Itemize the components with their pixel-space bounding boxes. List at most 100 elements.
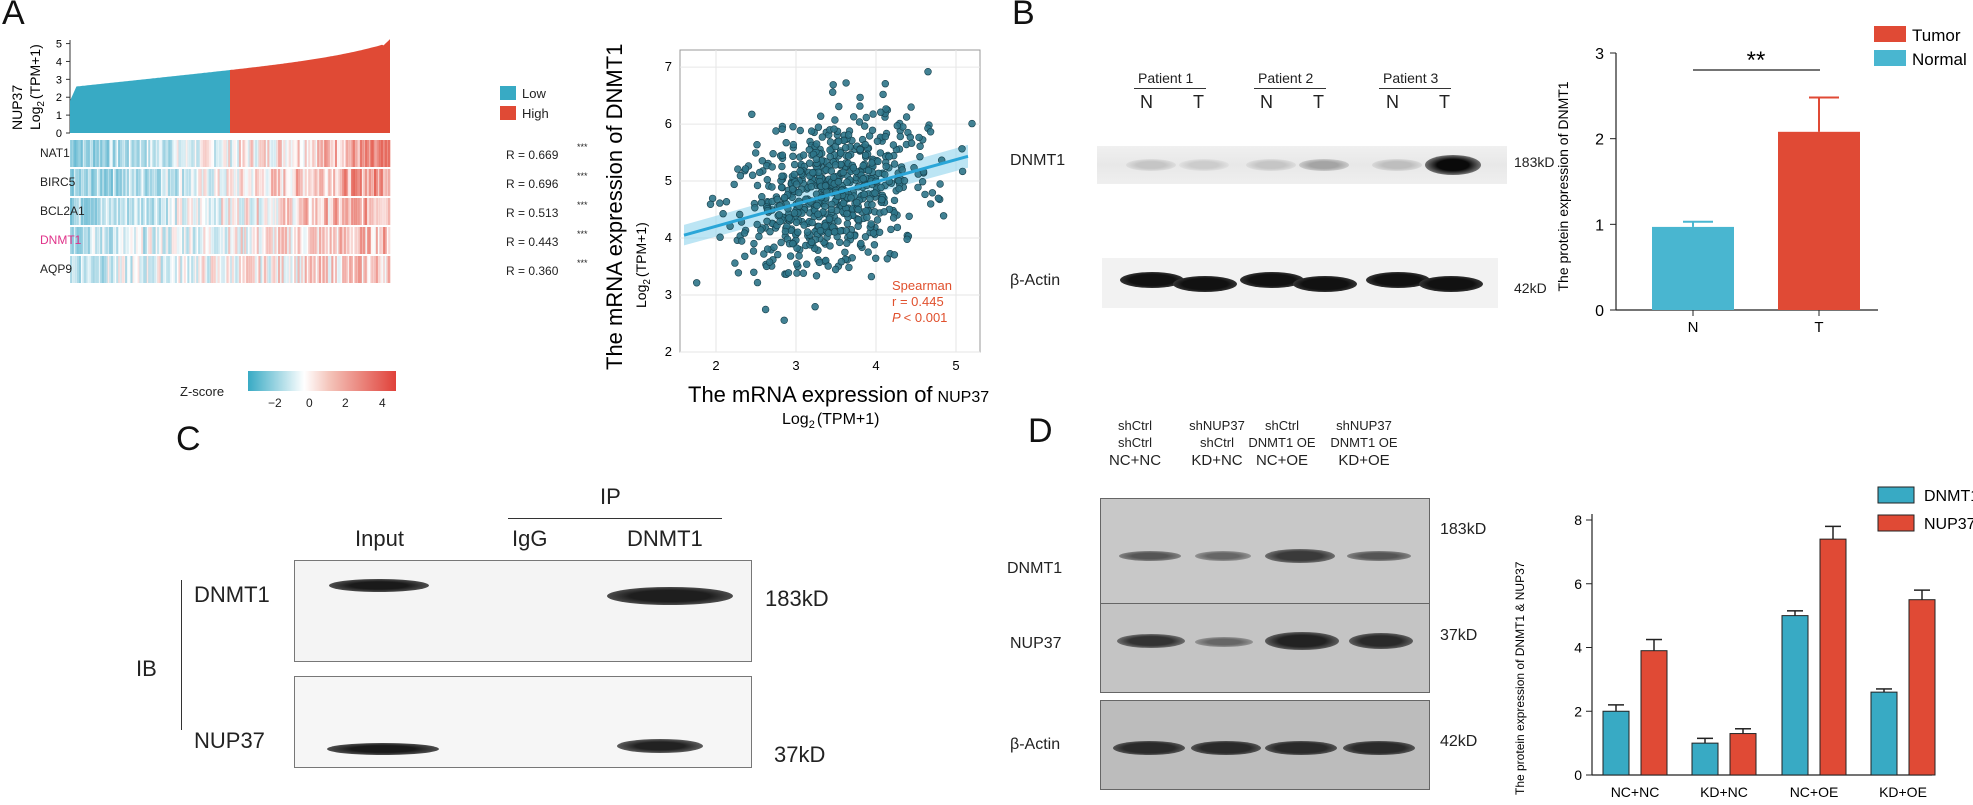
heatmap-cell [158,256,161,283]
heatmap-cell [162,227,165,254]
heatmap-cell [186,256,188,283]
blot-d-nup37 [1100,603,1430,693]
heatmap-cell [121,140,124,167]
heatmap-cell [185,198,188,225]
scatter-point [875,228,884,237]
scatter-point [827,205,836,214]
chart-d-legend-swatch [1877,514,1915,532]
chart-b-ytick-label: 1 [1595,217,1604,234]
panel-d-group-line: shCtrl [1200,435,1234,450]
heatmap-cell [308,169,311,196]
heatmap-cell [379,256,382,283]
heatmap-cell [109,169,112,196]
scatter-point [761,305,770,314]
scatter-point [776,217,784,226]
heatmap-cell [343,140,346,167]
heatmap-cell [201,140,204,167]
chart-d-ytick-label: 8 [1574,512,1582,528]
gene-significance: *** [577,200,588,210]
heatmap-cell [75,140,78,167]
heatmap-cell [215,227,218,254]
legend-low-label: Low [522,86,546,101]
heatmap-cell [270,227,273,254]
scatter-point [786,252,795,260]
heatmap-cell [285,140,288,167]
heatmap-cell [253,227,256,254]
heatmap-cell [235,198,238,225]
heatmap-cell [93,169,96,196]
heatmap-cell [105,198,108,225]
heatmap-cell [112,169,115,196]
heatmap-cell [203,140,206,167]
heatmap-cell [139,140,142,167]
scatter-point [780,193,789,202]
heatmap-cell [166,140,169,167]
heatmap-cell [366,198,369,225]
scatter-point [815,258,824,267]
heatmap-cell [226,140,229,167]
heatmap-cell [242,227,245,254]
heatmap-cell [388,140,391,167]
heatmap-cell [123,198,126,225]
heatmap-cell [384,198,387,225]
scatter-point [769,149,777,158]
heatmap-cell [89,169,92,196]
heatmap-cell [377,227,380,254]
heatmap-cell [164,140,167,167]
scatter-point [730,180,738,189]
heatmap-cell [274,169,277,196]
heatmap-cell [354,256,357,283]
chart-d-bar-DNMT1 [1781,615,1809,776]
heatmap-cell [253,169,255,196]
heatmap-cell [173,169,176,196]
heatmap-cell [249,227,252,254]
scatter-point [880,208,888,216]
heatmap-cell [253,198,256,225]
heatmap-cell [123,256,126,283]
heatmap-cell [260,140,263,167]
heatmap-cell [105,140,108,167]
heatmap-cell [281,198,284,225]
heatmap-cell [71,169,74,196]
heatmap-cell [222,256,225,283]
heatmap-cell [116,227,119,254]
heatmap-cell [384,256,387,283]
heatmap-cell [157,256,160,283]
scatter-point [916,152,924,161]
scatter-point [914,183,922,192]
heatmap-cell [327,140,330,167]
heatmap-cell [297,140,300,167]
scatter-point [793,260,801,268]
heatmap-cell [281,227,284,254]
heatmap-cell [362,198,364,225]
heatmap-cell [178,256,181,283]
scatter-point [795,252,803,260]
heatmap-cell [365,198,368,225]
scatter-point [753,140,761,149]
heatmap-cell [256,169,259,196]
scatter-point [778,151,787,159]
scatter-point [871,189,879,197]
heatmap-cell [73,256,76,283]
heatmap-cell [375,256,378,283]
heatmap-cell [237,169,240,196]
panel-d-group-line: KD+OE [1338,452,1390,469]
heatmap-cell [183,169,186,196]
lane-label: N [1140,92,1153,112]
heatmap-cell [162,140,165,167]
heatmap-cell [287,169,289,196]
heatmap-cell [329,198,332,225]
heatmap-cell [214,169,217,196]
lane-label: T [1439,92,1450,112]
heatmap-cell [100,140,103,167]
chart-d-xtick-label: KD+NC [1700,784,1748,800]
heatmap-cell [290,227,293,254]
heatmap-cell [338,227,341,254]
heatmap-row [70,227,391,254]
heatmap-cell [310,198,312,225]
chart-b-legend-swatch [1874,50,1906,66]
heatmap-cell [153,140,156,167]
heatmap-cell [331,256,334,283]
scatter-point [766,228,774,236]
heatmap-cell [102,256,105,283]
